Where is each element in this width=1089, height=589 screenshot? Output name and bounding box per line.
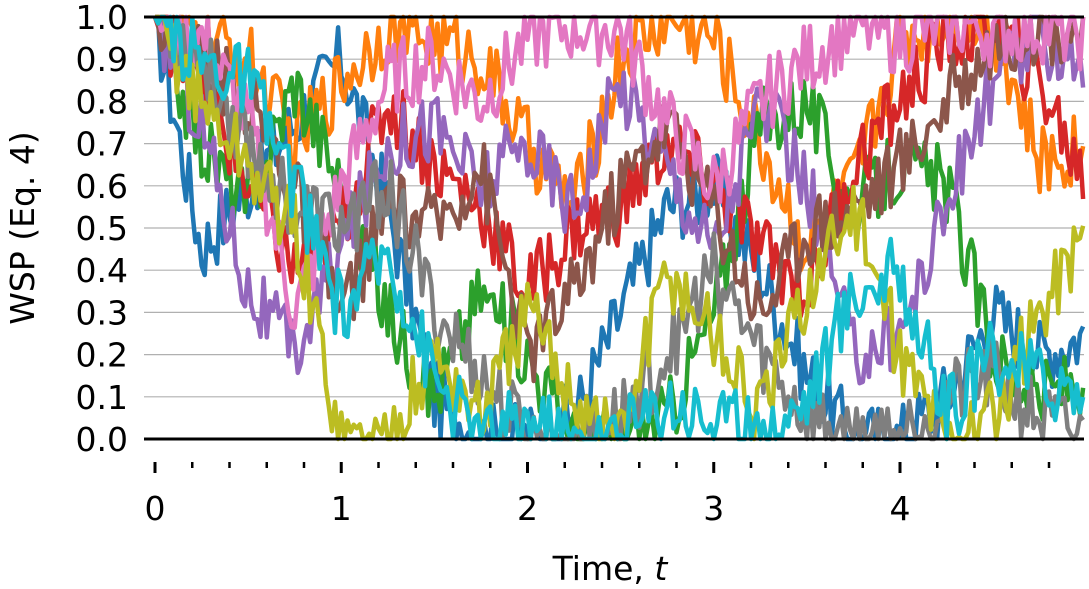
x-tick-label: 2 bbox=[517, 489, 538, 528]
y-axis-title: WSP (Eq. 4) bbox=[3, 131, 42, 325]
y-tick-label: 0.3 bbox=[76, 293, 128, 332]
x-tick-label: 0 bbox=[145, 489, 166, 528]
x-tick-label: 4 bbox=[890, 489, 911, 528]
y-tick-label: 0.8 bbox=[76, 82, 128, 121]
y-tick-label: 1.0 bbox=[76, 0, 128, 37]
y-tick-label: 0.2 bbox=[76, 336, 128, 375]
y-tick-label: 0.1 bbox=[76, 378, 128, 417]
x-axis-title: Time, t bbox=[552, 549, 669, 588]
x-tick-label: 1 bbox=[331, 489, 352, 528]
series-line bbox=[155, 14, 1086, 442]
y-tick-label: 0.7 bbox=[76, 125, 128, 164]
x-tick-label: 3 bbox=[703, 489, 724, 528]
series-lines bbox=[152, 14, 1086, 442]
y-tick-label: 0.9 bbox=[76, 40, 128, 79]
y-tick-label: 0.5 bbox=[76, 209, 128, 248]
axes bbox=[144, 15, 1084, 441]
y-tick-label: 0.4 bbox=[76, 251, 128, 290]
y-tick-label: 0.6 bbox=[76, 167, 128, 206]
y-ticks: 0.00.10.2 0.30.40.50.60.7 0.80.91.0 bbox=[76, 0, 128, 459]
series-line bbox=[155, 14, 1086, 386]
x-ticks: 0 1 2 3 4 bbox=[145, 462, 1051, 528]
y-tick-label: 0.0 bbox=[76, 420, 128, 459]
series-line bbox=[152, 14, 1086, 442]
